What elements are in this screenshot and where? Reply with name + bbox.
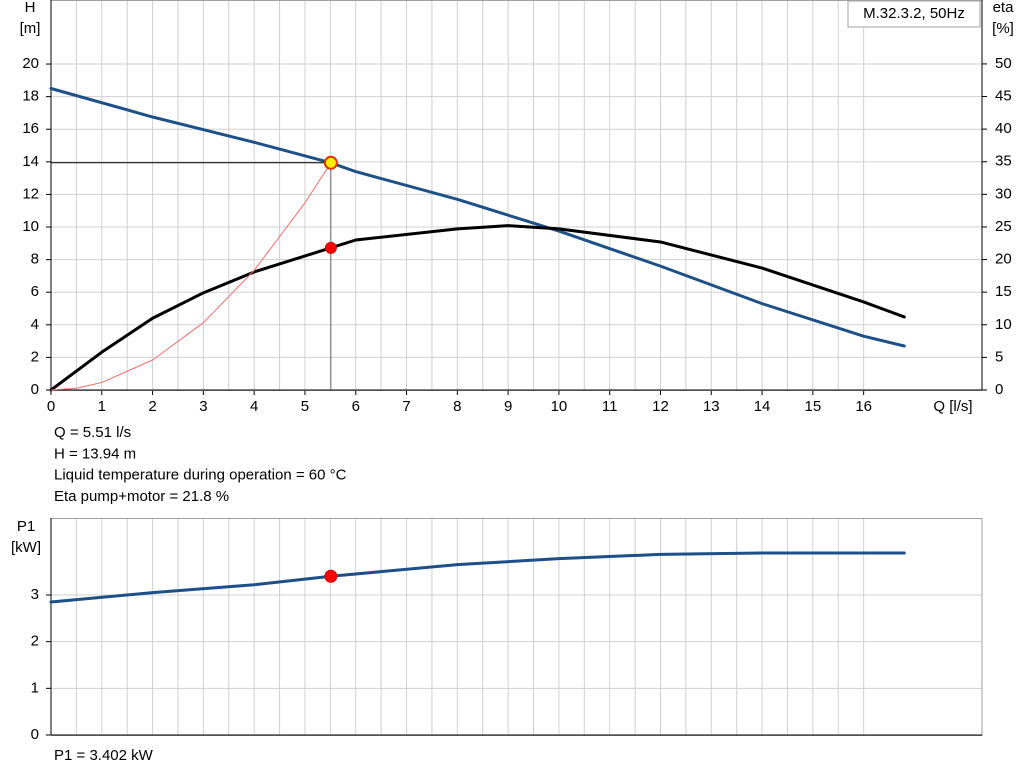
y-tick-label: 0 [31, 381, 39, 398]
curve-H [49, 86, 906, 348]
eta-point [324, 241, 337, 254]
y-axis-unit: [kW] [11, 539, 41, 556]
legend-text: M.32.3.2, 50Hz [863, 5, 965, 22]
x-tick-label: 15 [805, 398, 822, 415]
x-tick-label: 4 [250, 398, 258, 415]
curve-P1 [49, 551, 906, 604]
legend-box [847, 0, 981, 28]
y-tick-label: 0 [31, 726, 39, 743]
x-tick-label: 2 [148, 398, 156, 415]
x-axis-label: Q [l/s] [933, 398, 972, 415]
x-tick-label: 7 [402, 398, 410, 415]
y-tick-label: 12 [22, 185, 39, 202]
y2-tick-label: 50 [995, 55, 1012, 72]
operating-point [323, 155, 338, 170]
x-tick-label: 0 [47, 398, 55, 415]
y2-tick-label: 10 [995, 316, 1012, 333]
y-tick-label: 2 [31, 633, 39, 650]
y-tick-label: 14 [22, 153, 39, 170]
y-axis-label: H [25, 0, 36, 16]
y-tick-label: 3 [31, 586, 39, 603]
y-tick-label: 10 [22, 218, 39, 235]
y-tick-label: 4 [31, 316, 39, 333]
x-tick-label: 9 [504, 398, 512, 415]
y2-axis-unit: [%] [992, 20, 1014, 37]
x-tick-label: 1 [98, 398, 106, 415]
y2-tick-label: 5 [995, 348, 1003, 365]
y2-axis-label: eta [993, 0, 1015, 16]
x-tick-label: 13 [703, 398, 720, 415]
y2-tick-label: 45 [995, 87, 1012, 104]
curve-system [50, 162, 332, 391]
annotation: Q = 5.51 l/s [54, 424, 131, 441]
y-tick-label: 20 [22, 55, 39, 72]
annotation: P1 = 3.402 kW [54, 747, 154, 764]
annotation: Liquid temperature during operation = 60… [54, 467, 347, 484]
y-tick-label: 2 [31, 348, 39, 365]
y-axis-unit: [m] [20, 20, 41, 37]
y-tick-label: 18 [22, 88, 39, 105]
x-tick-label: 12 [652, 398, 669, 415]
x-tick-label: 10 [551, 398, 568, 415]
annotation: H = 13.94 m [54, 445, 136, 462]
x-tick-label: 16 [855, 398, 872, 415]
x-tick-label: 6 [352, 398, 360, 415]
y-axis-label: P1 [17, 518, 35, 535]
y2-tick-label: 15 [995, 283, 1012, 300]
plot-background [51, 518, 982, 735]
x-tick-label: 11 [602, 398, 618, 415]
x-tick-label: 14 [754, 398, 771, 415]
curve-eta [49, 224, 906, 392]
y-tick-label: 6 [31, 283, 39, 300]
y2-tick-label: 0 [995, 381, 1003, 398]
y2-tick-label: 25 [995, 218, 1012, 235]
y2-tick-label: 20 [995, 251, 1012, 268]
y2-tick-label: 40 [995, 120, 1012, 137]
annotation: Eta pump+motor = 21.8 % [54, 488, 229, 505]
operating-point [324, 569, 338, 583]
y2-tick-label: 35 [995, 153, 1012, 170]
y-tick-label: 8 [31, 251, 39, 268]
x-tick-label: 3 [199, 398, 207, 415]
x-tick-label: 5 [301, 398, 309, 415]
x-tick-label: 8 [453, 398, 461, 415]
y-tick-label: 16 [22, 120, 39, 137]
y-tick-label: 1 [31, 679, 39, 696]
y2-tick-label: 30 [995, 185, 1012, 202]
